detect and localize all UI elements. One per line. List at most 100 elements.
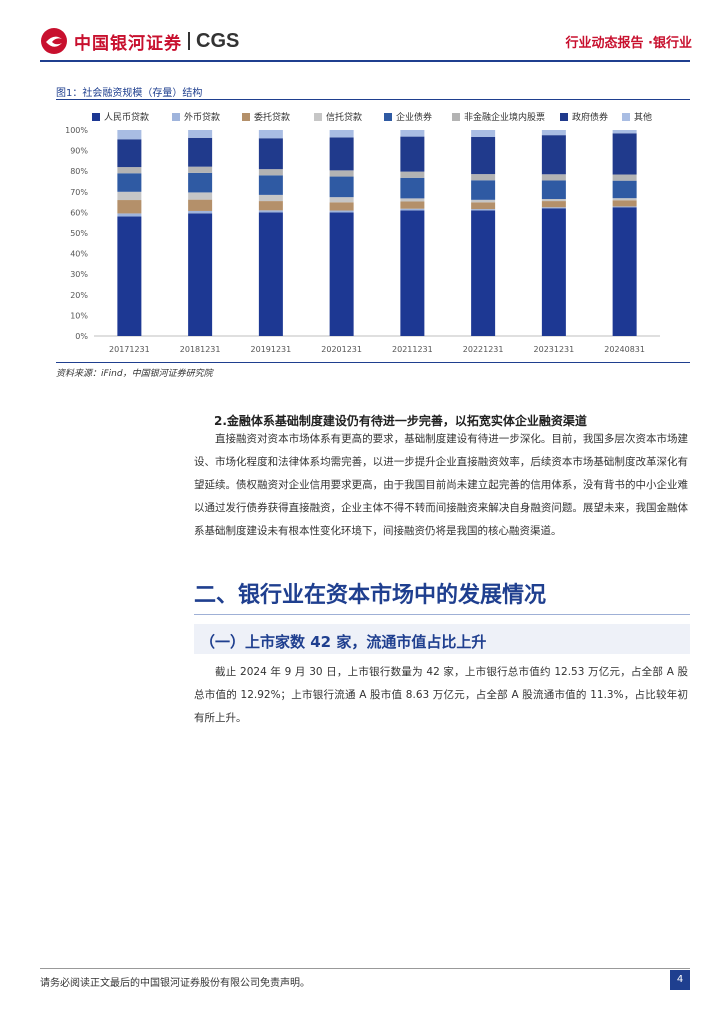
bar-segment (188, 210, 213, 214)
chapter-heading-rule (194, 614, 690, 615)
bar-segment (400, 177, 425, 199)
legend-label: 非金融企业境内股票 (464, 113, 546, 123)
bar-segment (258, 201, 283, 211)
bar-segment (258, 138, 283, 170)
bar-segment (541, 199, 566, 202)
x-tick-label: 20221231 (463, 345, 504, 354)
bar-segment (117, 200, 142, 214)
bar-segment (188, 130, 213, 138)
figure-source: 资料来源：iFind，中国银河证券研究院 (56, 369, 213, 379)
bar-segment (117, 173, 142, 192)
bar-segment (541, 208, 566, 336)
bar-segment (117, 130, 142, 140)
legend-label: 外币贷款 (184, 113, 221, 123)
y-tick-label: 50% (70, 229, 88, 238)
header-divider (40, 60, 690, 62)
legend-item: 企业债券 (384, 110, 432, 123)
figure-top-rule (56, 99, 690, 100)
legend-swatch (314, 112, 322, 121)
bar-segment (400, 136, 425, 172)
legend-item: 政府债券 (560, 110, 608, 123)
bar-segment (400, 210, 425, 336)
figure-bottom-rule (56, 362, 690, 363)
x-tick-label: 20181231 (180, 345, 221, 354)
legend-item: 其他 (622, 110, 652, 123)
bar-segment (471, 202, 496, 210)
page-number: 4 (670, 970, 690, 990)
bar-segment (612, 198, 637, 201)
x-tick-label: 20191231 (251, 345, 292, 354)
bar-segment (612, 133, 637, 175)
page-header: 中国银河证券 CGS 行业动态报告 ·银行业 (0, 0, 724, 62)
bar-segment (400, 201, 425, 209)
legend-swatch (92, 112, 100, 121)
y-tick-label: 10% (70, 311, 88, 320)
legend-label: 信托贷款 (326, 113, 363, 123)
bar-segment (541, 207, 566, 209)
y-tick-label: 30% (70, 270, 88, 279)
bar-segment (258, 212, 283, 336)
x-tick-label: 20231231 (534, 345, 575, 354)
x-tick-label: 20171231 (109, 345, 150, 354)
y-tick-label: 60% (70, 208, 88, 217)
bar-segment (188, 192, 213, 200)
bar-segment (612, 174, 637, 181)
bar-segment (471, 199, 496, 203)
y-tick-label: 0% (75, 332, 88, 341)
legend-item: 外币贷款 (172, 110, 220, 123)
bar-segment (612, 207, 637, 336)
bar-segment (188, 166, 213, 173)
figure-title: 图1：社会融资规模（存量）结构 (56, 88, 203, 99)
x-tick-label: 20240831 (604, 345, 645, 354)
bar-segment (117, 213, 142, 217)
legend-item: 信托贷款 (314, 110, 362, 123)
bar-segment (329, 137, 354, 171)
logo-english-name: CGS (196, 29, 240, 52)
y-tick-label: 70% (70, 188, 88, 197)
bar-segment (117, 167, 142, 174)
bar-segment (541, 174, 566, 181)
subsection-heading-box (194, 624, 690, 654)
legend-label: 委托贷款 (254, 113, 291, 123)
bar-segment (400, 198, 425, 202)
legend-item: 委托贷款 (242, 110, 290, 123)
bar-segment (117, 191, 142, 201)
bar-segment (471, 210, 496, 336)
bar-segment (471, 209, 496, 211)
bar-segment (258, 210, 283, 213)
bar-segment (329, 212, 354, 336)
bar-segment (188, 199, 213, 211)
y-tick-label: 80% (70, 167, 88, 176)
bar-segment (329, 176, 354, 198)
bar-segment (258, 194, 283, 202)
bar-segment (117, 139, 142, 168)
legend-label: 其他 (634, 113, 653, 123)
stacked-bar-chart: 0% 10% 20% 30% 40% 50% 60% 70% 80% 90% 100% 2017123… (65, 126, 660, 354)
bar-segment (541, 180, 566, 200)
bar-segment (541, 130, 566, 136)
legend-swatch (172, 112, 180, 121)
bar-segment (329, 210, 354, 213)
legend-item: 非金融企业境内股票 (452, 110, 545, 123)
bar-segment (471, 137, 496, 175)
subsection-heading: （一）上市家数 42 家，流通市值占比上升 (200, 633, 487, 651)
chapter-heading: 二、银行业在资本市场中的发展情况 (194, 583, 547, 608)
bar-segment (329, 130, 354, 138)
x-tick-label: 20201231 (321, 345, 362, 354)
footer-disclaimer: 请务必阅读正文最后的中国银河证券股份有限公司免责声明。 (40, 978, 310, 989)
legend-swatch (560, 112, 568, 121)
legend-swatch (384, 112, 392, 121)
bar-segment (471, 174, 496, 181)
y-tick-label: 40% (70, 250, 88, 259)
bar-segment (471, 180, 496, 200)
bar-segment (117, 216, 142, 336)
logo-chinese-name: 中国银河证券 (74, 33, 182, 54)
bar-segment (329, 170, 354, 177)
bar-segment (400, 208, 425, 211)
bar-segment (612, 130, 637, 134)
legend-swatch (622, 112, 630, 121)
legend-label: 人民币贷款 (104, 113, 150, 123)
bar-segment (471, 130, 496, 138)
y-tick-label: 100% (65, 126, 88, 135)
bar-segment (541, 201, 566, 208)
